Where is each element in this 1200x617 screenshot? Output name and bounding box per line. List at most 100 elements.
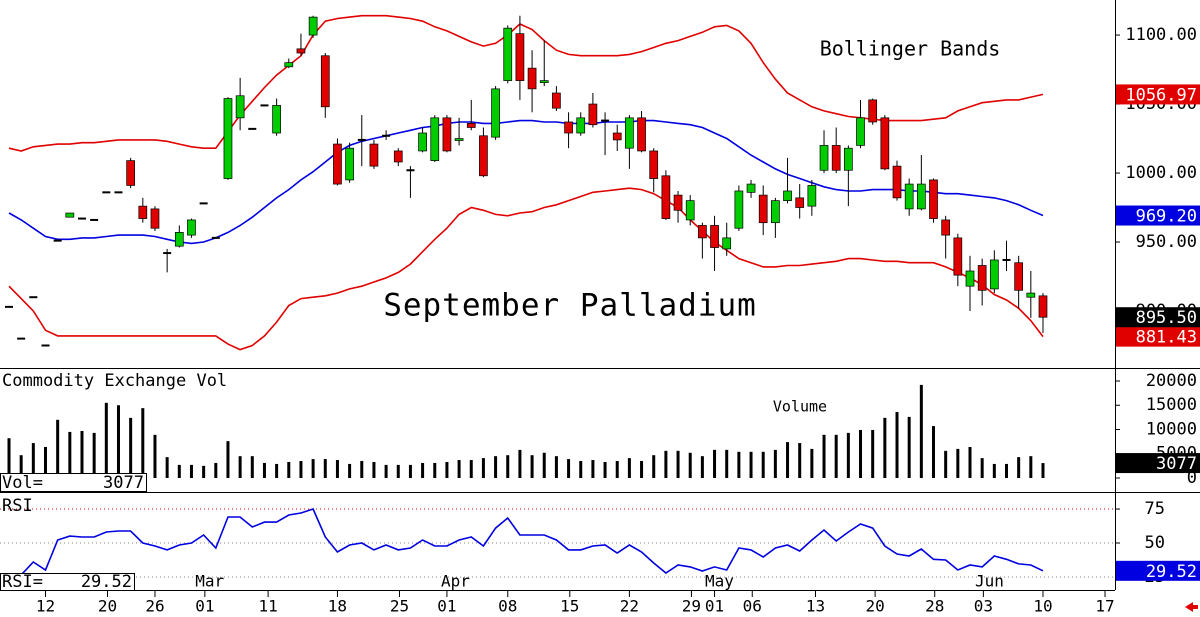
candle-body: [369, 143, 379, 167]
x-tick-label: 12: [36, 597, 55, 616]
x-tick-label: 06: [743, 597, 762, 616]
value-tag: [1116, 560, 1200, 581]
volume-bar: [68, 431, 72, 478]
volume-bar: [700, 456, 704, 478]
volume-bar: [725, 449, 729, 478]
x-tick-label: 29: [682, 597, 701, 616]
band-line: [8, 187, 1044, 351]
value-tag-label: 29.52: [1146, 562, 1197, 582]
readout-label: RSI=: [2, 572, 43, 592]
y-tick-label: 15000: [1146, 395, 1197, 415]
x-tick-label: 01: [705, 597, 724, 616]
volume-bar: [323, 459, 327, 478]
candle-body: [187, 219, 196, 236]
x-tick-label: 01: [195, 597, 214, 616]
candle-body: [977, 265, 987, 291]
volume-bar: [80, 430, 84, 478]
candle-body: [612, 132, 622, 141]
volume-bar: [919, 384, 923, 478]
volume-bar: [530, 455, 534, 478]
volume-bar: [250, 456, 254, 478]
month-label: Mar: [195, 572, 224, 591]
candle-body: [661, 175, 671, 219]
annotation: Bollinger Bands: [820, 37, 1001, 61]
candle-body: [698, 225, 707, 239]
volume-bar: [469, 460, 473, 478]
volume-bar: [421, 462, 425, 478]
x-tick-label: 15: [560, 597, 579, 616]
volume-bar: [749, 451, 753, 478]
volume-bar: [226, 441, 230, 478]
volume-bar: [688, 452, 692, 478]
volume-bar: [287, 461, 291, 478]
x-tick-label: 08: [498, 597, 517, 616]
candle-body: [856, 117, 865, 146]
volume-bar: [579, 461, 583, 478]
candle-body: [576, 117, 586, 134]
volume-bar: [165, 457, 169, 478]
volume-bar: [615, 461, 619, 478]
x-tick-label: 17: [1095, 597, 1114, 616]
volume-bar: [640, 461, 644, 478]
candle-body: [673, 194, 683, 211]
y-tick-label: 10000: [1146, 419, 1197, 439]
value-tag: [1116, 307, 1200, 328]
chart-title: September Palladium: [383, 288, 757, 324]
volume-bar: [275, 463, 279, 478]
candle-body: [625, 117, 634, 149]
value-tag: [1116, 326, 1200, 347]
volume-bar: [141, 408, 145, 478]
volume-bar: [177, 464, 181, 478]
candle-body: [758, 194, 768, 224]
candle-body: [138, 205, 148, 219]
candle-body: [466, 123, 476, 128]
volume-bar: [214, 462, 218, 478]
candle-body: [710, 225, 719, 248]
volume-bar: [542, 452, 546, 478]
volume-bar: [372, 461, 376, 478]
volume-bar: [664, 450, 668, 478]
candle-body: [965, 270, 975, 287]
candle-body: [795, 197, 805, 208]
candle-body: [418, 132, 427, 152]
x-tick-label: 26: [145, 597, 164, 616]
x-tick-label: 20: [865, 597, 884, 616]
volume-bar: [810, 448, 814, 478]
volume-bar: [348, 463, 352, 478]
volume-bar: [980, 458, 984, 478]
value-tag: [1116, 205, 1200, 226]
value-tag: [1116, 84, 1200, 105]
volume-bar: [1041, 463, 1045, 478]
volume-bar: [627, 458, 631, 478]
volume-bar: [591, 460, 595, 478]
volume-bar: [153, 434, 157, 478]
volume-bar: [384, 464, 388, 478]
candle-body: [333, 143, 342, 185]
candle-body: [807, 185, 817, 207]
candle-body: [479, 135, 488, 177]
volume-bar: [43, 446, 47, 478]
value-tag: [1116, 453, 1200, 474]
volume-bar: [773, 449, 777, 478]
volume-bar: [518, 449, 522, 478]
x-tick-label: 11: [258, 597, 277, 616]
candle-body: [552, 92, 561, 109]
panel-title: Commodity Exchange Vol: [2, 371, 227, 391]
candle-body: [223, 98, 233, 179]
volume-bar: [846, 432, 850, 478]
candle-body: [831, 145, 841, 171]
volume-bar: [104, 402, 108, 478]
candle-body: [174, 232, 184, 247]
readout-value: 3077: [103, 473, 144, 493]
volume-bar: [19, 455, 23, 478]
candle-body: [1038, 295, 1048, 318]
candle-body: [284, 62, 294, 68]
value-tag-label: 881.43: [1136, 328, 1197, 348]
candle-body: [941, 219, 951, 236]
x-tick-label: 28: [925, 597, 944, 616]
x-tick-label: 22: [620, 597, 639, 616]
candle-body: [345, 147, 354, 181]
